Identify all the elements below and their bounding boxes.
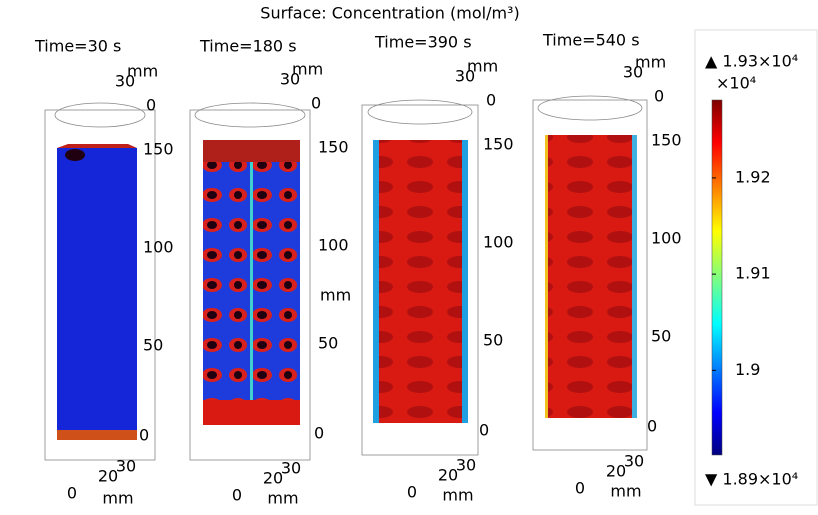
- columns: [57, 135, 637, 440]
- column-bottom: [203, 400, 300, 425]
- base-label: 30: [456, 456, 476, 475]
- base-label: 0: [232, 486, 242, 505]
- colorbar-max: ▲ 1.93×10⁴: [705, 52, 798, 71]
- column-bottom: [57, 430, 137, 440]
- z-tick-label: 50: [318, 334, 338, 353]
- figure-title: Surface: Concentration (mol/m³): [260, 4, 519, 23]
- base-unit: mm: [442, 486, 473, 505]
- wire-ring: [194, 102, 306, 128]
- top-zero: 0: [311, 94, 321, 113]
- column-hole: [65, 149, 85, 161]
- time-label: Time=390 s: [374, 33, 472, 52]
- colorbar: [711, 99, 723, 456]
- z-tick-label: 100: [651, 229, 682, 248]
- base-label: 20: [606, 462, 626, 481]
- column-edge: [462, 140, 468, 423]
- wireframes: [44, 95, 648, 461]
- top-zero: 0: [654, 87, 664, 106]
- column: [57, 148, 137, 440]
- column-edge: [545, 135, 548, 418]
- z-tick-label: 150: [318, 138, 349, 157]
- top-unit: mm: [127, 62, 158, 81]
- top-unit: mm: [467, 57, 498, 76]
- z-unit: mm: [320, 286, 351, 305]
- base-label: 0: [67, 484, 77, 503]
- base-label: 30: [116, 457, 136, 476]
- wire-box: [189, 109, 311, 461]
- base-unit: mm: [102, 489, 133, 508]
- top-width: 30: [280, 70, 300, 89]
- column-edge: [632, 135, 637, 418]
- base-label: 30: [281, 459, 301, 478]
- z-tick-label: 50: [143, 336, 163, 355]
- wire-box: [44, 109, 156, 461]
- z-tick-label: 0: [314, 424, 324, 443]
- top-width: 30: [455, 67, 475, 86]
- time-label: Time=30 s: [34, 37, 121, 56]
- colorbar-exponent: ×10⁴: [716, 74, 756, 93]
- column: [203, 145, 300, 425]
- base-label: 20: [438, 466, 458, 485]
- z-tick-label: 50: [483, 331, 503, 350]
- top-width: 30: [623, 63, 643, 82]
- z-tick-label: 0: [479, 421, 489, 440]
- base-label: 0: [407, 483, 417, 502]
- z-tick-label: 150: [651, 131, 682, 150]
- wire-ring: [54, 102, 146, 128]
- column: [545, 135, 637, 418]
- column-top: [57, 144, 137, 148]
- colorbar-tick-label: 1.92: [735, 167, 771, 186]
- time-label: Time=180 s: [199, 37, 297, 56]
- top-unit: mm: [292, 60, 323, 79]
- z-tick-label: 50: [651, 327, 671, 346]
- colorbar-min: ▼ 1.89×10⁴: [705, 470, 798, 489]
- column-top: [203, 140, 300, 162]
- z-tick-label: 0: [647, 417, 657, 436]
- base-unit: mm: [610, 482, 641, 501]
- base-label: 30: [624, 452, 644, 471]
- z-tick-label: 150: [483, 135, 514, 154]
- top-zero: 0: [146, 96, 156, 115]
- z-tick-label: 100: [143, 238, 174, 257]
- base-label: 20: [263, 469, 283, 488]
- top-width: 30: [115, 72, 135, 91]
- base-label: 0: [575, 479, 585, 498]
- colorbar-tick-label: 1.91: [735, 264, 771, 283]
- title-bg: [600, 0, 818, 20]
- wire-ring: [537, 95, 643, 121]
- wire-box: [532, 99, 648, 451]
- column-edge: [373, 140, 379, 423]
- wire-box: [361, 104, 479, 456]
- top-unit: mm: [635, 53, 666, 72]
- z-tick-label: 100: [483, 233, 514, 252]
- base-label: 20: [98, 467, 118, 486]
- z-tick-label: 0: [139, 426, 149, 445]
- z-tick-label: 150: [143, 140, 174, 159]
- time-label: Time=540 s: [542, 31, 640, 50]
- column: [373, 140, 468, 423]
- top-zero: 0: [486, 91, 496, 110]
- wire-ring: [367, 99, 473, 125]
- z-tick-label: 100: [318, 236, 349, 255]
- colorbar-tick-label: 1.9: [735, 360, 760, 379]
- base-unit: mm: [267, 489, 298, 508]
